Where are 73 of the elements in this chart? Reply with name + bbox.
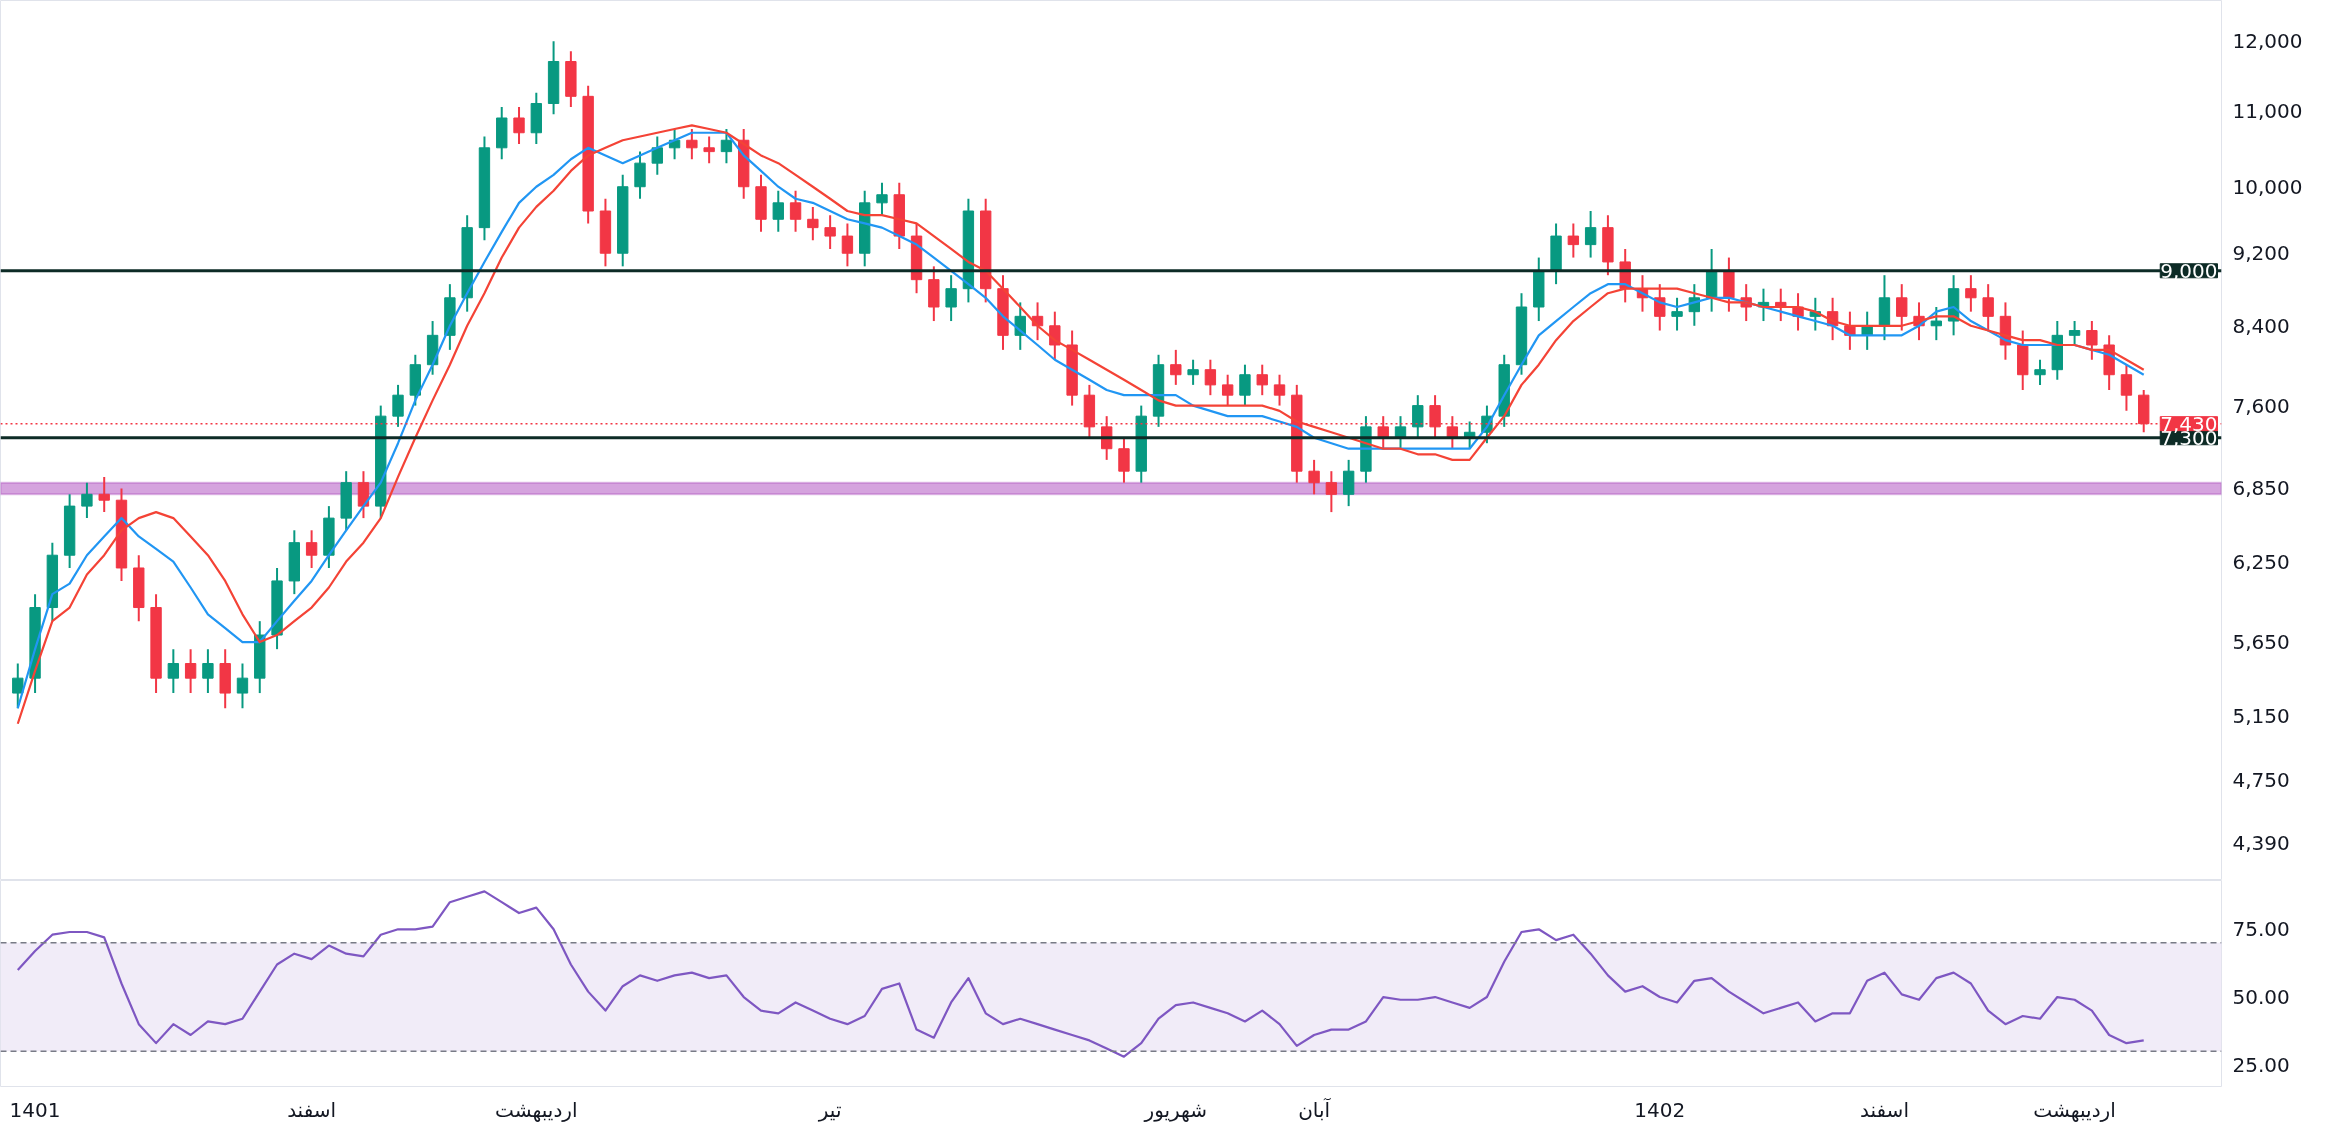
y-tick-label: 11,000 [2232, 98, 2303, 123]
candlestick [1256, 363, 1268, 397]
candlestick [824, 214, 836, 250]
y-tick-label: 10,000 [2232, 174, 2303, 199]
x-tick-label: اسفند [1859, 1097, 1909, 1122]
x-tick-label: 1401 [9, 1097, 61, 1122]
candlestick [1654, 283, 1666, 332]
y-tick-label: 6,250 [2232, 549, 2290, 574]
candlestick [789, 189, 802, 233]
candlestick [2086, 320, 2098, 361]
candlestick [98, 475, 110, 514]
candlestick [1325, 470, 1338, 514]
y-tick-label: 25.00 [2232, 1052, 2290, 1077]
y-tick-label: 50.00 [2232, 985, 2290, 1010]
candlestick [772, 189, 784, 233]
candlestick [1896, 283, 1908, 332]
candlestick [703, 135, 715, 165]
candlestick [167, 648, 180, 695]
candlestick [945, 274, 957, 323]
y-tick-label: 5,150 [2232, 703, 2290, 728]
candlestick [1982, 283, 1994, 332]
candlestick [876, 181, 888, 217]
x-tick-label: شهریور [1143, 1097, 1208, 1122]
candlestick [651, 135, 663, 176]
candlestick [1671, 296, 1683, 332]
candlestick [2068, 320, 2081, 346]
y-tick-label: 7,600 [2232, 393, 2290, 418]
candlestick [1342, 458, 1355, 508]
x-tick-label: اردیبهشت [495, 1097, 578, 1122]
x-tick-label: اسفند [287, 1097, 337, 1122]
candlestick [81, 481, 93, 520]
candlestick [1187, 358, 1199, 386]
candlestick [1204, 358, 1217, 397]
candlestick [1221, 373, 1234, 407]
candlestick [1412, 394, 1424, 439]
candlestick [1567, 222, 1580, 259]
y-tick-label: 8,400 [2232, 313, 2290, 338]
y-tick-label: 12,000 [2232, 29, 2303, 54]
candlestick [357, 470, 370, 520]
x-tick-label: اردیبهشت [2033, 1097, 2116, 1122]
candlestick [513, 106, 525, 146]
candlestick [634, 150, 646, 200]
candlestick [202, 648, 214, 695]
y-tick-label: 5,650 [2232, 630, 2290, 655]
y-tick-label: 6,850 [2232, 476, 2290, 501]
candlestick [305, 529, 318, 569]
x-tick-label: 1402 [1634, 1097, 1686, 1122]
candlestick [1965, 274, 1977, 313]
y-tick-label: 9,200 [2232, 241, 2290, 266]
candlestick [1930, 306, 1942, 342]
candlestick [720, 128, 733, 165]
candlestick [1049, 310, 1061, 361]
ref-line-label: 9,000 [2160, 258, 2218, 283]
candlestick [2120, 363, 2133, 412]
candlestick [841, 222, 854, 268]
candlestick [1170, 348, 1182, 386]
candlestick [686, 128, 698, 161]
candlestick [1584, 210, 1597, 259]
candlestick [807, 205, 819, 242]
candlestick [392, 383, 404, 428]
candlestick [1273, 373, 1286, 407]
y-tick-label: 4,750 [2232, 768, 2290, 793]
candlestick [184, 648, 197, 695]
candlestick [2034, 358, 2046, 386]
y-tick-label: 4,390 [2232, 831, 2290, 856]
line-series [16, 890, 2145, 1058]
candlestick [1118, 436, 1130, 484]
candlestick [1308, 458, 1320, 496]
y-tick-label: 75.00 [2232, 917, 2290, 942]
candlestick [236, 662, 249, 710]
candlestick [1239, 363, 1251, 407]
x-tick-label: آبان [1298, 1096, 1332, 1122]
x-tick-label: تیر [817, 1097, 842, 1122]
